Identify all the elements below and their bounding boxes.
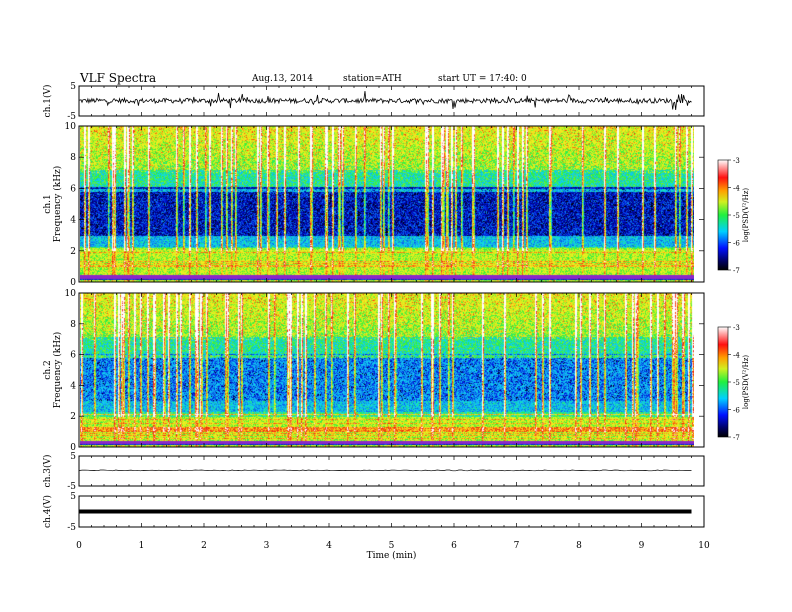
colorbar-label: log(PSD(V²/Hz)	[742, 355, 750, 410]
y-axis-label-2: Frequency (kHz)	[52, 166, 63, 243]
y-tick-label: 8	[70, 153, 76, 163]
y-tick-label: 2	[70, 412, 76, 422]
colorbar-label: log(PSD(V²/Hz)	[742, 188, 750, 243]
colorbar-tick-label: -3	[733, 157, 740, 165]
start-time-label: start UT = 17:40: 0	[438, 74, 527, 84]
x-tick-label: 2	[201, 541, 207, 551]
x-tick-label: 0	[76, 541, 82, 551]
x-tick-label: 4	[326, 541, 332, 551]
y-tick-label: -5	[67, 523, 76, 533]
y-axis-label: ch.1(V)	[42, 85, 53, 118]
y-tick-label: 0	[70, 278, 76, 288]
x-tick-label: 10	[698, 541, 710, 551]
colorbar-tick-label: -4	[733, 185, 740, 193]
y-tick-label: 4	[70, 216, 76, 226]
date-label: Aug.13, 2014	[252, 74, 313, 84]
y-tick-label: 0	[70, 443, 76, 453]
x-tick-label: 8	[576, 541, 582, 551]
y-axis-label: ch.4(V)	[42, 495, 53, 528]
y-tick-label: 6	[70, 351, 76, 361]
y-tick-label: -5	[67, 482, 76, 492]
ch3-trace	[78, 469, 692, 472]
y-tick-label: 10	[65, 289, 77, 299]
ch1-trace	[78, 91, 692, 110]
y-tick-label: 4	[70, 381, 76, 391]
y-tick-label: 5	[70, 492, 76, 502]
colorbar-tick-label: -4	[733, 352, 740, 360]
y-axis-label: ch.1	[43, 194, 53, 213]
x-tick-label: 1	[139, 541, 145, 551]
y-tick-label: 8	[70, 320, 76, 330]
panel-frame	[78, 455, 705, 487]
y-tick-label: 5	[70, 82, 76, 92]
colorbar-tick-label: -7	[733, 434, 740, 442]
x-tick-label: 3	[264, 541, 270, 551]
y-axis-label-2: Frequency (kHz)	[52, 332, 63, 409]
y-tick-label: 6	[70, 184, 76, 194]
colorbar-tick-label: -6	[733, 240, 740, 248]
colorbar	[717, 326, 729, 438]
spectrogram-image	[80, 293, 694, 447]
axes	[78, 85, 731, 528]
y-axis-label: ch.3(V)	[42, 455, 53, 488]
y-tick-label: 2	[70, 247, 76, 257]
station-label: station=ATH	[343, 74, 402, 84]
colorbar-tick-label: -6	[733, 407, 740, 415]
x-axis-label: Time (min)	[367, 550, 417, 561]
x-tick-label: 6	[451, 541, 457, 551]
x-tick-label: 5	[389, 541, 395, 551]
figure-title: VLF Spectra	[80, 71, 157, 85]
y-tick-label: 5	[70, 452, 76, 462]
x-tick-label: 7	[514, 541, 520, 551]
spectrogram-image	[80, 126, 694, 282]
y-axis-label: ch.2	[43, 360, 53, 379]
x-tick-label: 9	[639, 541, 645, 551]
spectrogram-images	[80, 126, 694, 447]
y-tick-label: 10	[65, 122, 77, 132]
signal-traces	[78, 91, 692, 514]
colorbar	[717, 159, 729, 271]
colorbar-tick-label: -5	[733, 379, 740, 387]
colorbar-tick-label: -3	[733, 324, 740, 332]
colorbar-tick-label: -7	[733, 267, 740, 275]
y-tick-label: -5	[67, 112, 76, 122]
colorbar-tick-label: -5	[733, 212, 740, 220]
